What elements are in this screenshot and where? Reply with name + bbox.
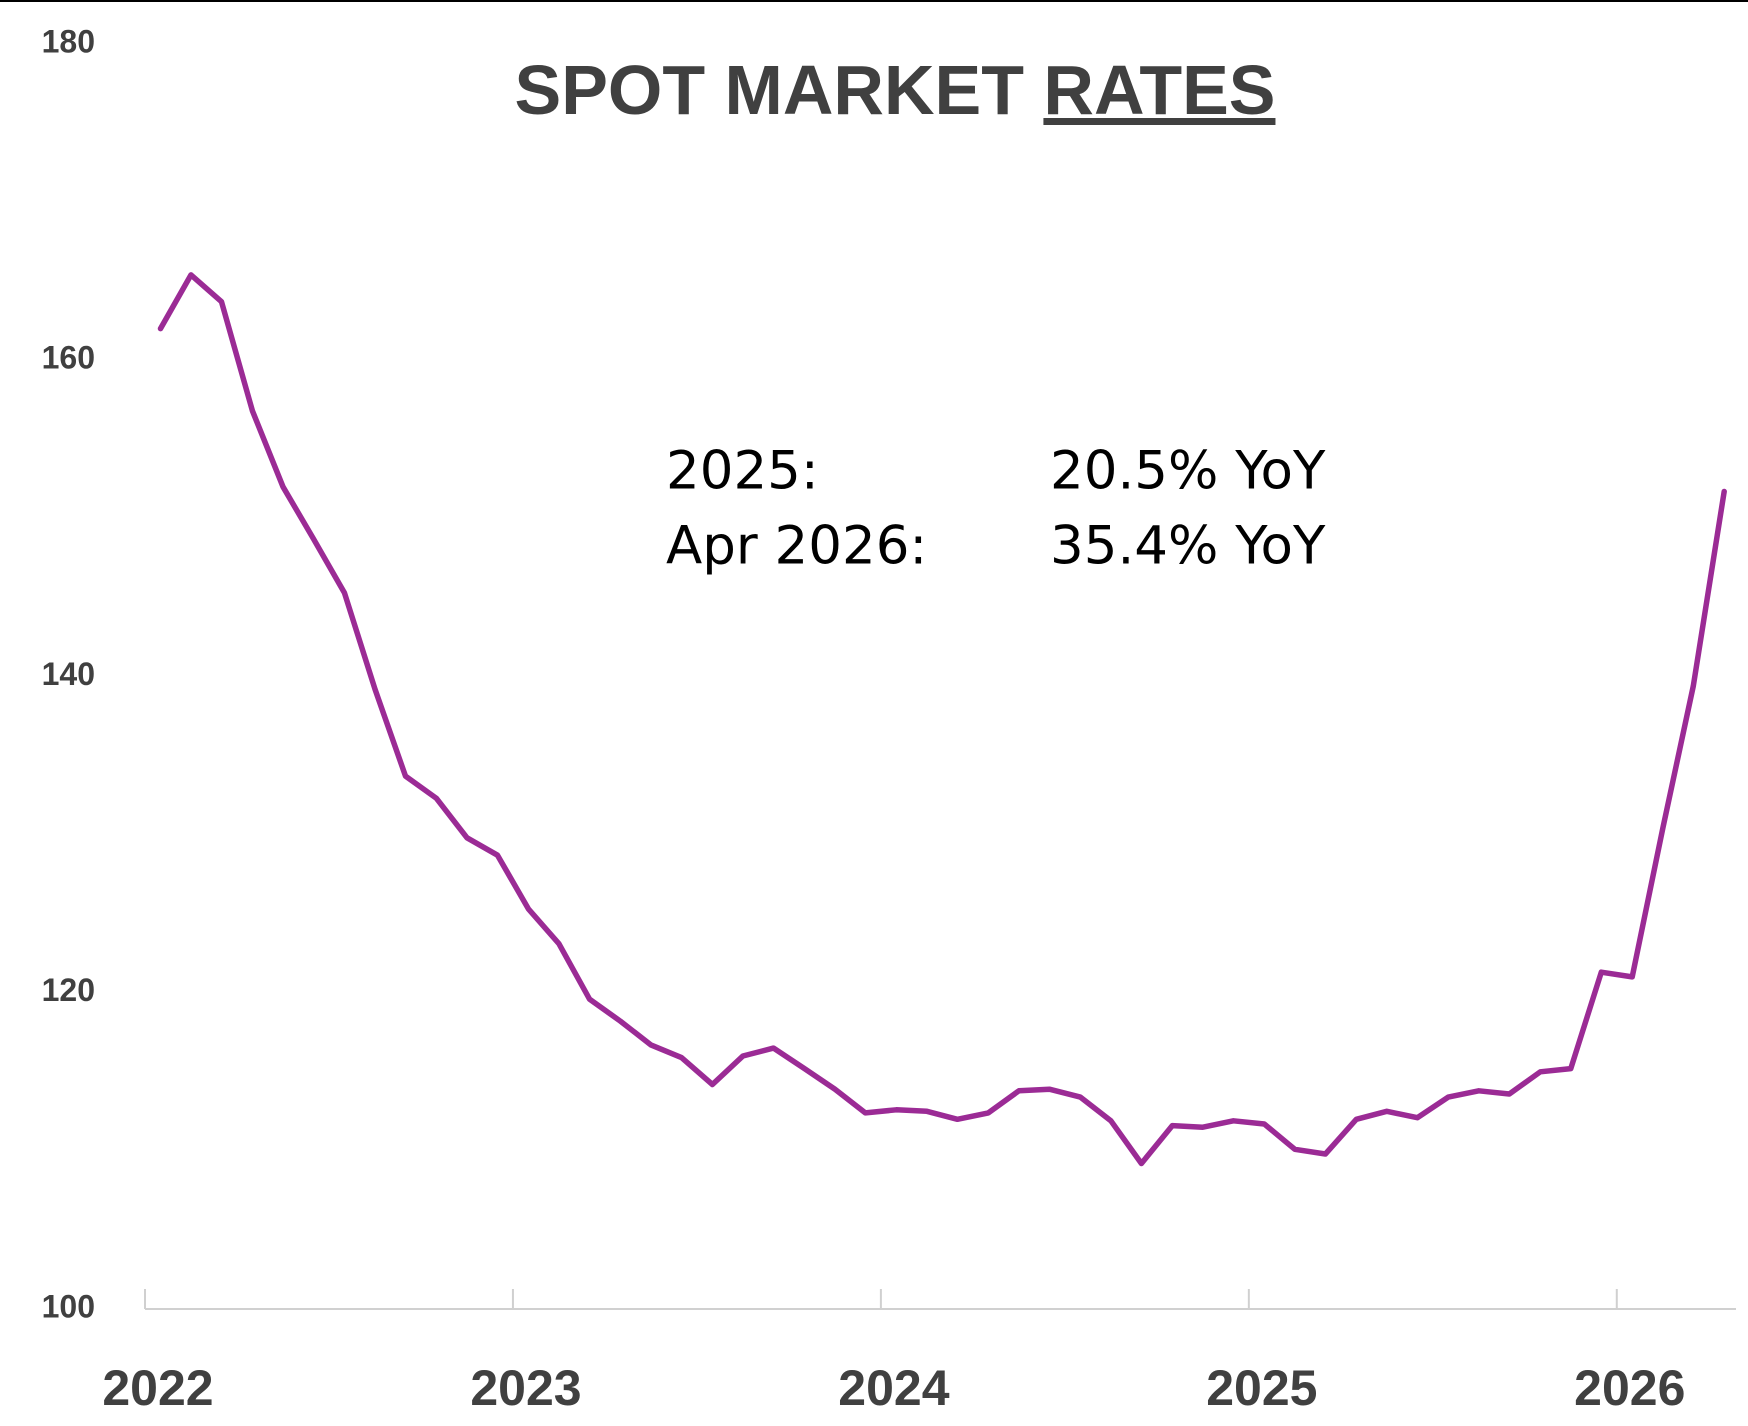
- x-tick-label: 2023: [470, 1360, 581, 1416]
- x-tick-label: 2025: [1206, 1360, 1317, 1416]
- annotation-value: 20.5% YoY: [1050, 441, 1326, 502]
- annotation-label: 2025:: [666, 441, 819, 502]
- series-line: [157, 272, 1727, 1167]
- title-main: SPOT MARKET: [515, 51, 1024, 129]
- y-tick-label: 100: [42, 1288, 95, 1324]
- y-tick-label: 140: [42, 656, 95, 692]
- y-tick-label: 120: [42, 972, 95, 1008]
- x-tick-label: 2026: [1574, 1360, 1685, 1416]
- annotation-label: Apr 2026:: [666, 516, 927, 577]
- annotation-value: 35.4% YoY: [1050, 516, 1326, 577]
- x-tick-label: 2022: [102, 1360, 213, 1416]
- y-tick-label: 160: [42, 340, 95, 376]
- y-tick-label: 180: [42, 23, 95, 59]
- x-tick-label: 2024: [838, 1360, 949, 1416]
- chart-title: SPOT MARKET RATES: [515, 51, 1276, 129]
- title-underlined: RATES: [1043, 51, 1275, 129]
